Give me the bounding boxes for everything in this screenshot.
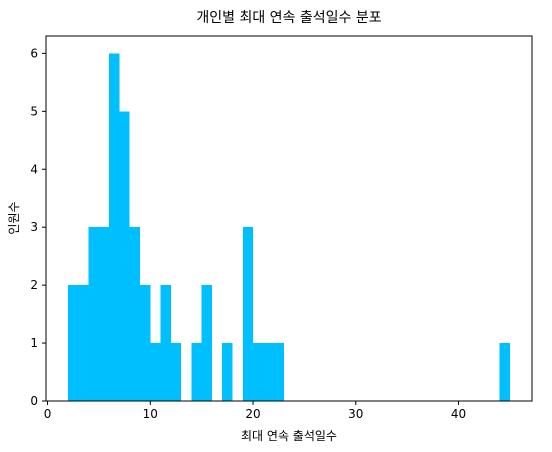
- histogram-bar: [160, 285, 171, 401]
- histogram-bar: [109, 53, 120, 401]
- histogram-bar: [150, 343, 161, 401]
- y-tick-label: 5: [30, 104, 38, 118]
- histogram-bar: [201, 285, 212, 401]
- histogram-bar: [119, 111, 130, 402]
- histogram-bar: [129, 227, 141, 401]
- histogram-bar: [88, 227, 99, 401]
- y-tick-label: 2: [30, 278, 38, 292]
- x-tick-label: 0: [44, 407, 52, 421]
- y-tick-label: 4: [30, 162, 38, 176]
- histogram-bar: [68, 285, 79, 401]
- histogram-bar: [98, 227, 110, 401]
- y-tick-label: 3: [30, 220, 38, 234]
- x-tick-label: 20: [245, 407, 260, 421]
- x-axis: 0 10 20 30 40: [44, 401, 466, 421]
- y-axis-label: 인원수: [7, 201, 21, 234]
- bars-group: [68, 53, 510, 402]
- histogram-bar: [222, 343, 233, 401]
- y-tick-label: 6: [30, 46, 38, 60]
- histogram-bar: [499, 343, 510, 401]
- histogram-bar: [263, 343, 274, 401]
- histogram-bar: [273, 343, 284, 401]
- y-tick-label: 0: [30, 394, 38, 408]
- histogram-bar: [242, 227, 254, 401]
- histogram-bar: [140, 285, 151, 401]
- chart-title: 개인별 최대 연속 출석일수 분포: [196, 10, 381, 26]
- y-axis: 0 1 2 3 4 5 6: [30, 46, 46, 408]
- x-axis-label: 최대 연속 출석일수: [241, 429, 337, 443]
- histogram-bar: [253, 343, 264, 401]
- y-tick-label: 1: [30, 336, 38, 350]
- plot-frame: [45, 35, 533, 402]
- x-tick-label: 30: [348, 407, 363, 421]
- x-tick-label: 10: [143, 407, 158, 421]
- histogram-bar: [78, 285, 89, 401]
- histogram-bar: [170, 343, 182, 401]
- histogram-bar: [191, 343, 202, 401]
- x-tick-label: 40: [451, 407, 466, 421]
